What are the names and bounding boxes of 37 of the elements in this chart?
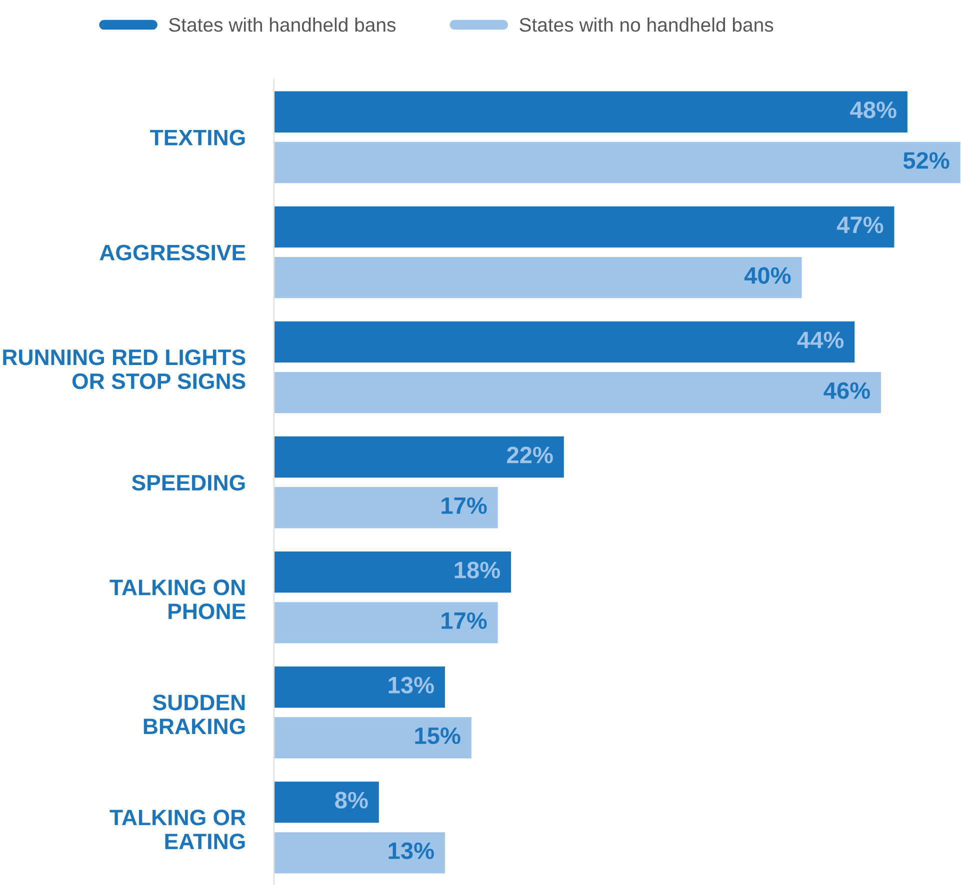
data-label: 18% — [454, 562, 500, 578]
y-tick-label: SUDDEN BRAKING — [144, 694, 245, 734]
data-label: 22% — [507, 446, 553, 464]
data-label: 40% — [744, 267, 791, 284]
bar — [274, 716, 473, 760]
legend-label: States with handheld bans — [169, 18, 396, 32]
bar — [274, 600, 500, 645]
y-tick-label: TALKING OR EATING — [110, 810, 246, 850]
bar — [274, 665, 446, 710]
y-tick-label: TEXTING — [150, 130, 245, 146]
bar — [274, 140, 961, 184]
bar — [274, 320, 856, 364]
legend-label: States with no handheld bans — [520, 18, 774, 32]
data-label: 15% — [415, 727, 460, 744]
data-label: 17% — [442, 497, 487, 514]
data-label: 47% — [836, 216, 884, 234]
data-label: 8% — [335, 792, 368, 808]
bar — [274, 435, 566, 479]
bar — [274, 780, 380, 824]
data-label: 44% — [797, 332, 844, 348]
y-tick-label: TALKING ON PHONE — [110, 580, 246, 620]
bar — [274, 370, 882, 415]
data-label: 13% — [388, 676, 434, 694]
data-label: 48% — [850, 101, 896, 118]
y-tick-label: SPEEDING — [132, 474, 245, 491]
data-label: 13% — [388, 842, 434, 860]
bar — [274, 830, 446, 875]
bar — [274, 486, 500, 530]
bar — [274, 550, 512, 594]
bar — [274, 256, 804, 300]
data-label: 17% — [442, 612, 487, 629]
y-tick-label: RUNNING RED LIGHTS OR STOP SIGNS — [3, 349, 246, 390]
y-tick-label: AGGRESSIVE — [100, 244, 246, 260]
bar — [274, 204, 896, 249]
bar — [274, 90, 909, 134]
data-label: 52% — [903, 152, 950, 169]
data-label: 46% — [824, 382, 870, 399]
